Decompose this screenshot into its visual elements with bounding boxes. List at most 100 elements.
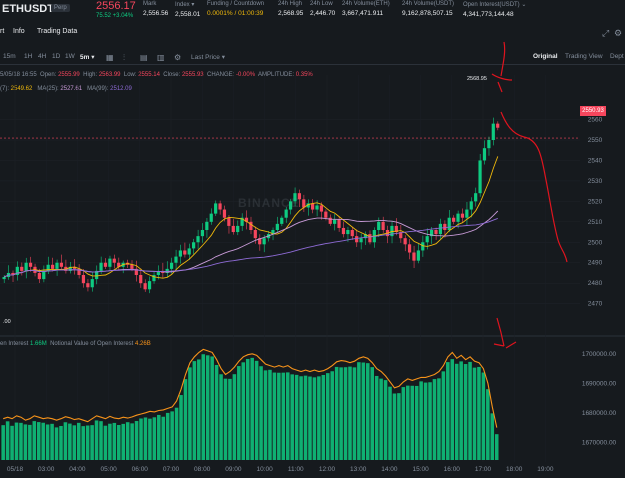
candle-body [416, 250, 420, 261]
candle-body [231, 225, 235, 233]
candle-body [174, 256, 178, 263]
stat-4: 24h Low 2,446.70 [310, 1, 335, 17]
oi-bar [59, 425, 63, 460]
ma25-label: MA(25): [37, 86, 59, 92]
chart-tabs: rt Info Trading Data ⤢ ⚙ [0, 28, 625, 40]
ticker-bar: ETHUSDT Perp 2556.17 75.52 +3.04% Mark 2,… [0, 0, 625, 24]
oi-bar [299, 376, 303, 460]
open-label: Open: [40, 72, 57, 78]
oi-bar [383, 380, 388, 460]
candle-body [28, 262, 33, 267]
candle-type-icon[interactable]: ▦ [106, 53, 114, 62]
candle-body [293, 193, 297, 202]
candle-body [90, 279, 94, 288]
oi-bar [85, 425, 90, 460]
view-depth[interactable]: Dept [610, 53, 624, 60]
price-type-select[interactable]: Last Price ▾ [191, 54, 225, 61]
oi-bar [112, 422, 117, 460]
oi-bar [237, 366, 241, 460]
candle-body [187, 248, 191, 255]
ma7-value: 2549.62 [10, 86, 33, 92]
candle-body [412, 252, 416, 261]
stat-5: 24h Volume(ETH) 3,667,471.911 [342, 1, 390, 17]
time-tick-label: 19:00 [537, 466, 554, 473]
candle-body [20, 266, 24, 271]
stat-value: 4,341,773,144.48 [463, 11, 514, 18]
oi-bar [339, 367, 343, 460]
oi-bar [325, 373, 330, 460]
candle-body [487, 140, 491, 149]
candle-body [271, 230, 275, 235]
layout-icon[interactable]: ▥ [157, 53, 165, 62]
oi-bar [441, 371, 446, 460]
stat-value: 2,558.01 [175, 11, 201, 18]
candle-body [209, 213, 213, 222]
settings-icon[interactable]: ⚙ [614, 28, 623, 38]
price-tick-label: 2470 [588, 301, 603, 308]
notional-value-line [3, 348, 498, 428]
tab-info[interactable]: Info [13, 28, 25, 35]
oi-tick-label: 1680000.00 [582, 410, 617, 417]
candle-body [363, 234, 368, 239]
oi-bar [19, 422, 23, 460]
candle-body [346, 230, 350, 235]
price-tick-label: 2540 [588, 157, 603, 164]
indicator-icon[interactable]: ⫶ [123, 53, 125, 62]
candle-body [103, 262, 108, 267]
candle-body [218, 203, 222, 210]
candle-body [55, 262, 59, 269]
view-trading-view[interactable]: Trading View [565, 53, 603, 60]
candle-body [86, 283, 90, 288]
oi-bar [397, 393, 401, 460]
oi-bar [272, 372, 277, 460]
oi-bar [494, 434, 499, 460]
ma99-label: MA(99): [87, 86, 109, 92]
ma25-value: 2527.61 [60, 86, 83, 92]
expand-icon[interactable]: ⤢ [602, 28, 610, 38]
oi-bar [205, 355, 210, 460]
candle-body [42, 270, 46, 280]
high-value: 2563.99 [98, 72, 121, 78]
tab-chart[interactable]: rt [0, 28, 5, 35]
ohlc-info-line: 5/05/18 16:55 Open: 2555.99 High: 2563.9… [0, 72, 313, 78]
oi-bar [50, 423, 54, 460]
oi-bar [454, 363, 459, 460]
chart-settings-icon[interactable]: ⚙ [174, 53, 182, 62]
oi-bar [134, 421, 139, 460]
interval-1d[interactable]: 1D [52, 53, 61, 60]
candle-body [478, 160, 482, 194]
last-price-tag: 2550.93 [580, 106, 606, 116]
oi-bar [81, 426, 85, 460]
open-interest-info-line: en Interest 1.66M Notional Value of Open… [0, 341, 151, 347]
oi-bar [117, 425, 121, 460]
tab-trading-data[interactable]: Trading Data [37, 28, 78, 35]
candle-body [50, 264, 55, 269]
oi-bar [32, 421, 37, 460]
perp-badge: Perp [51, 4, 70, 12]
oi-bar [99, 421, 103, 460]
interval-1w[interactable]: 1W [65, 53, 75, 60]
stat-value: 3,667,471.911 [342, 10, 384, 17]
stat-7: Open Interest(USDT) ⌄ 4,341,773,144.48 [463, 1, 526, 18]
interval-4h[interactable]: 4H [38, 53, 47, 60]
oi-bar [486, 389, 490, 460]
interval-5m[interactable]: 5m ▾ [80, 54, 95, 61]
candle-body [399, 232, 403, 239]
candle-body [319, 205, 324, 212]
time-tick-label: 16:00 [444, 466, 461, 473]
symbol-name[interactable]: ETHUSDT [2, 3, 54, 15]
candle-body [112, 258, 116, 263]
candle-body [284, 209, 288, 218]
annotation-forecast-line [500, 111, 568, 263]
oi-bar [103, 425, 108, 460]
oi-bar [374, 375, 379, 460]
candle-body [24, 262, 28, 271]
drawing-icon[interactable]: ▤ [140, 53, 148, 62]
interval-1h[interactable]: 1H [24, 53, 33, 60]
view-original[interactable]: Original [533, 53, 558, 60]
interval-15m[interactable]: 15m [3, 53, 16, 60]
candle-body [474, 193, 478, 202]
oi-bar [437, 378, 441, 460]
oi-bar [121, 423, 125, 460]
